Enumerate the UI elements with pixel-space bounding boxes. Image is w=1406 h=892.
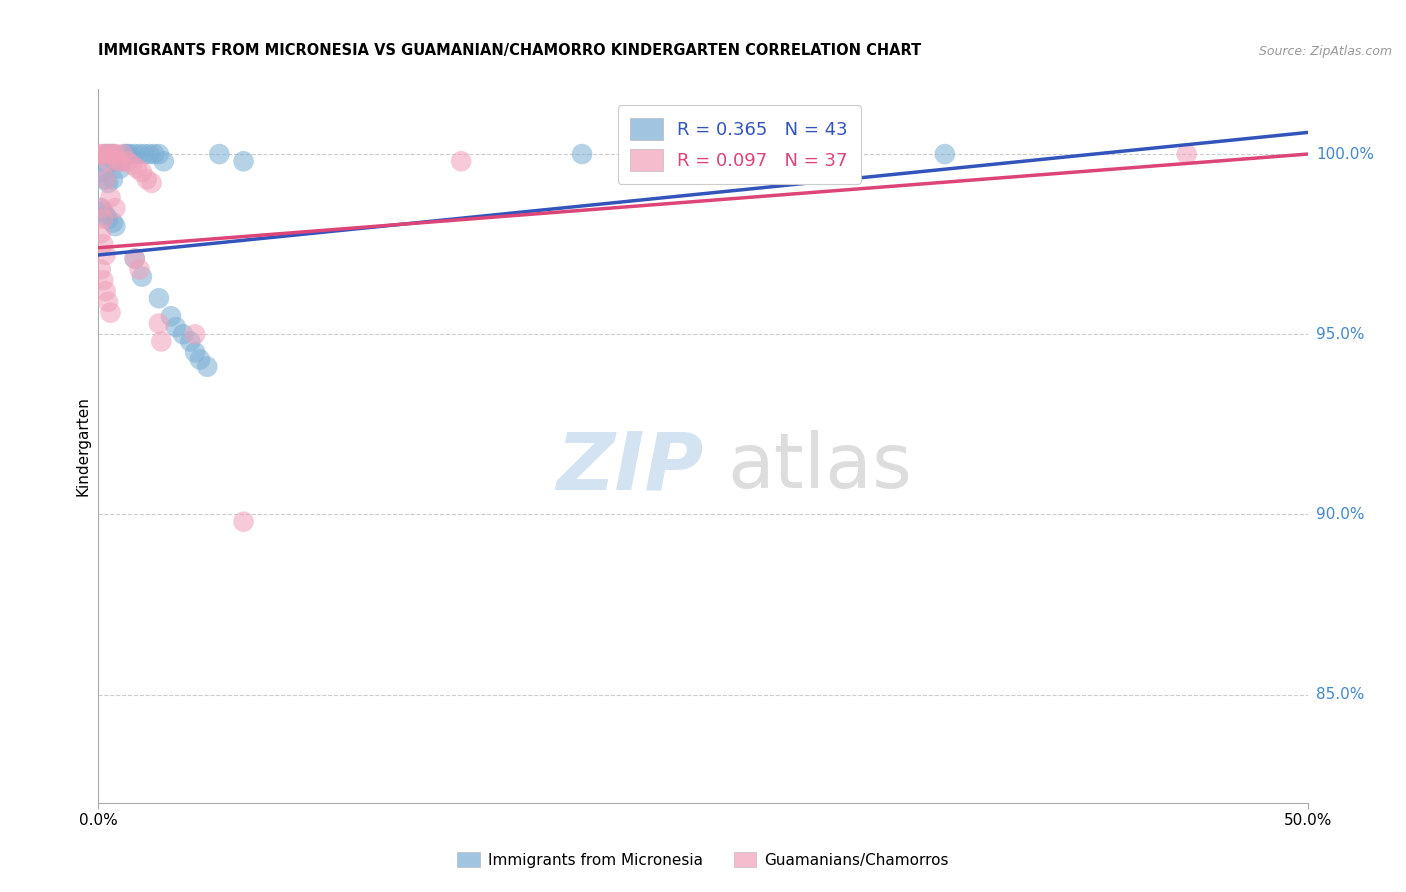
Point <box>97 176 120 190</box>
Point <box>150 334 173 349</box>
Point <box>91 147 114 161</box>
Point <box>94 208 117 222</box>
Point <box>108 161 131 176</box>
Point <box>97 154 120 169</box>
Point <box>104 201 127 215</box>
Point <box>94 172 117 186</box>
Point <box>108 154 131 169</box>
Point <box>97 147 120 161</box>
Text: 85.0%: 85.0% <box>1316 687 1364 702</box>
Point <box>104 154 127 169</box>
Y-axis label: Kindergarten: Kindergarten <box>75 396 90 496</box>
Point <box>91 204 114 219</box>
Point <box>131 165 153 179</box>
Point <box>118 147 141 161</box>
Point <box>195 359 218 374</box>
Text: ZIP: ZIP <box>555 428 703 507</box>
Point <box>94 147 117 161</box>
Point <box>148 291 170 305</box>
Point <box>90 201 112 215</box>
Point <box>100 306 122 320</box>
Point <box>184 345 207 359</box>
Text: Source: ZipAtlas.com: Source: ZipAtlas.com <box>1258 45 1392 58</box>
Point <box>128 147 150 161</box>
Point <box>94 147 117 161</box>
Point <box>128 262 150 277</box>
Text: IMMIGRANTS FROM MICRONESIA VS GUAMANIAN/CHAMORRO KINDERGARTEN CORRELATION CHART: IMMIGRANTS FROM MICRONESIA VS GUAMANIAN/… <box>98 43 922 58</box>
Point <box>100 147 122 161</box>
Point <box>208 147 231 161</box>
Point <box>143 147 166 161</box>
Point <box>148 317 170 331</box>
Point <box>152 154 174 169</box>
Point <box>188 352 211 367</box>
Legend: R = 0.365   N = 43, R = 0.097   N = 37: R = 0.365 N = 43, R = 0.097 N = 37 <box>617 105 860 184</box>
Point <box>450 154 472 169</box>
Point <box>107 154 129 169</box>
Point <box>179 334 201 349</box>
Point <box>232 515 254 529</box>
Point <box>111 147 134 161</box>
Point <box>104 219 127 234</box>
Point <box>90 227 112 241</box>
Point <box>121 158 143 172</box>
Point <box>117 147 139 161</box>
Point <box>124 147 146 161</box>
Text: 90.0%: 90.0% <box>1316 507 1364 522</box>
Point <box>90 147 112 161</box>
Point <box>91 273 114 287</box>
Point <box>160 310 183 324</box>
Point <box>91 237 114 252</box>
Point <box>148 147 170 161</box>
Point <box>101 147 124 161</box>
Point <box>114 147 136 161</box>
Point <box>97 211 120 226</box>
Point <box>94 248 117 262</box>
Point <box>94 172 117 186</box>
Point <box>111 154 134 169</box>
Point <box>165 320 187 334</box>
Point <box>138 147 160 161</box>
Point <box>91 211 114 226</box>
Text: 95.0%: 95.0% <box>1316 326 1364 342</box>
Point <box>90 201 112 215</box>
Point <box>100 190 122 204</box>
Point <box>127 161 149 176</box>
Text: 100.0%: 100.0% <box>1316 146 1374 161</box>
Point <box>100 147 122 161</box>
Point <box>97 294 120 309</box>
Point <box>135 172 157 186</box>
Point <box>184 327 207 342</box>
Point <box>101 147 124 161</box>
Point <box>90 154 112 169</box>
Point <box>94 284 117 298</box>
Legend: Immigrants from Micronesia, Guamanians/Chamorros: Immigrants from Micronesia, Guamanians/C… <box>450 844 956 875</box>
Point <box>91 165 114 179</box>
Point <box>172 327 194 342</box>
Point <box>232 154 254 169</box>
Point <box>124 252 146 266</box>
Point <box>134 147 156 161</box>
Point <box>117 154 139 169</box>
Point <box>104 147 127 161</box>
Point <box>101 215 124 229</box>
Point <box>101 172 124 186</box>
Point <box>90 262 112 277</box>
Point <box>141 176 163 190</box>
Text: atlas: atlas <box>727 431 912 504</box>
Point <box>124 252 146 266</box>
Point <box>571 147 593 161</box>
Point <box>107 154 129 169</box>
Point <box>934 147 956 161</box>
Point <box>1175 147 1198 161</box>
Point <box>131 269 153 284</box>
